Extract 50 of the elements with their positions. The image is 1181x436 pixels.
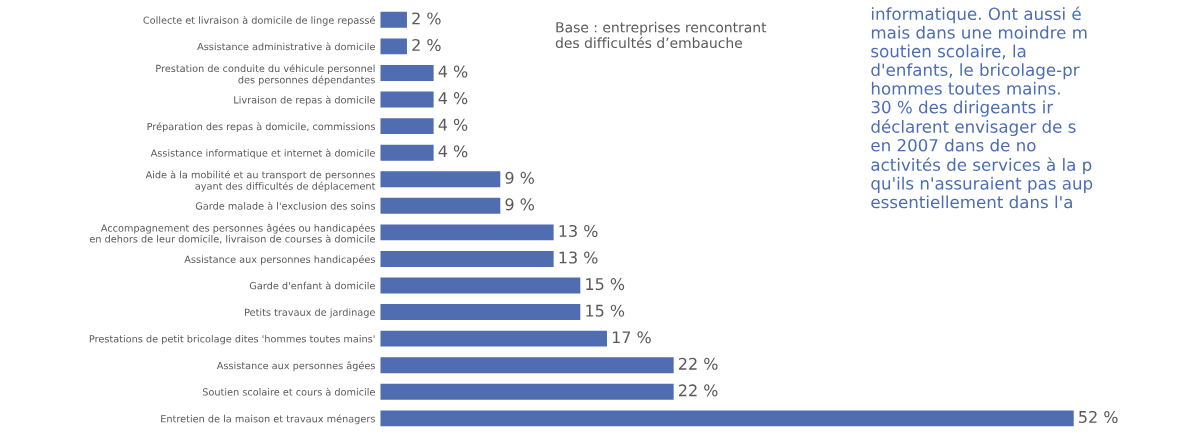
y-tick-label: Prestation de conduite du véhicule personnel des personnes dépendantes	[156, 64, 375, 86]
data-label: 22 %	[678, 384, 718, 397]
bar	[380, 197, 501, 214]
data-label: 13 %	[559, 224, 598, 238]
annotation: Base : entreprises rencontrant des difficultés d’embauche	[555, 21, 767, 49]
data-label: 9 %	[505, 171, 534, 184]
bar	[380, 410, 1074, 427]
bar	[380, 383, 674, 400]
data-label: 17 %	[612, 331, 651, 344]
bar	[380, 144, 434, 161]
text: informatique. Ont aussi é mais dans une moindre m soutien scolaire, la d'enfants, le bricolage-pr hommes toutes mains. 30 % des dirigeants ir déclarent envisager de s en 2007 dans de no activités de services à la p qu'ils n'assuraient pas aup essentiellement dans l'a	[871, 6, 1093, 209]
bar	[380, 64, 434, 81]
data-label: 2 %	[412, 12, 441, 25]
data-label: 15 %	[586, 278, 625, 291]
y-tick-label: Préparation des repas à domicile, commissions	[147, 122, 375, 133]
y-tick-label: Accompagnement des personnes âgées ou handicapées en dehors de leur domicile, livraison de courses à domicile	[89, 223, 375, 244]
data-label: 4 %	[438, 92, 468, 105]
bar	[380, 11, 407, 28]
bar	[380, 357, 674, 374]
bar	[380, 91, 434, 108]
y-tick-label: Entretien de la maison et travaux ménagers	[161, 414, 375, 425]
data-label: 4 %	[438, 118, 468, 131]
bar	[380, 277, 581, 294]
y-tick-label: Petits travaux de jardinage	[245, 308, 375, 318]
data-label: 13 %	[559, 251, 598, 264]
data-label: 52 %	[1079, 410, 1118, 423]
data-label: 2 %	[412, 38, 441, 52]
bar	[380, 224, 554, 241]
data-label: 4 %	[438, 65, 468, 78]
y-tick-label: Assistance aux personnes âgées	[216, 361, 375, 372]
y-tick-label: Soutien scolaire et cours à domicile	[202, 387, 375, 396]
data-label: 9 %	[505, 198, 534, 211]
y-tick-label: Assistance aux personnes handicapées	[184, 255, 375, 265]
y-tick-label: Assistance administrative à domicile	[197, 42, 375, 51]
y-tick-label: Assistance informatique et internet à domicile	[150, 148, 375, 159]
y-tick-label: Livraison de repas à domicile	[234, 95, 375, 106]
y-tick-label: Garde malade à l'exclusion des soins	[195, 201, 375, 210]
data-label: 22 %	[678, 357, 718, 370]
bar	[380, 330, 607, 347]
y-tick-label: Collecte et livraison à domicile de linge repassé	[143, 15, 375, 26]
bar	[380, 118, 434, 135]
data-label: 15 %	[586, 304, 625, 317]
y-tick-label: Prestations de petit bricolage dites 'hommes toutes mains'	[89, 334, 375, 345]
data-label: 4 %	[438, 145, 468, 158]
bar	[380, 250, 554, 267]
bar	[380, 38, 407, 55]
bar	[380, 171, 501, 188]
bar	[380, 304, 581, 321]
y-tick-label: Garde d'enfant à domicile	[249, 281, 375, 290]
y-tick-label: Aide à la mobilité et au transport de personnes ayant des difficultés de déplacement	[145, 170, 376, 192]
